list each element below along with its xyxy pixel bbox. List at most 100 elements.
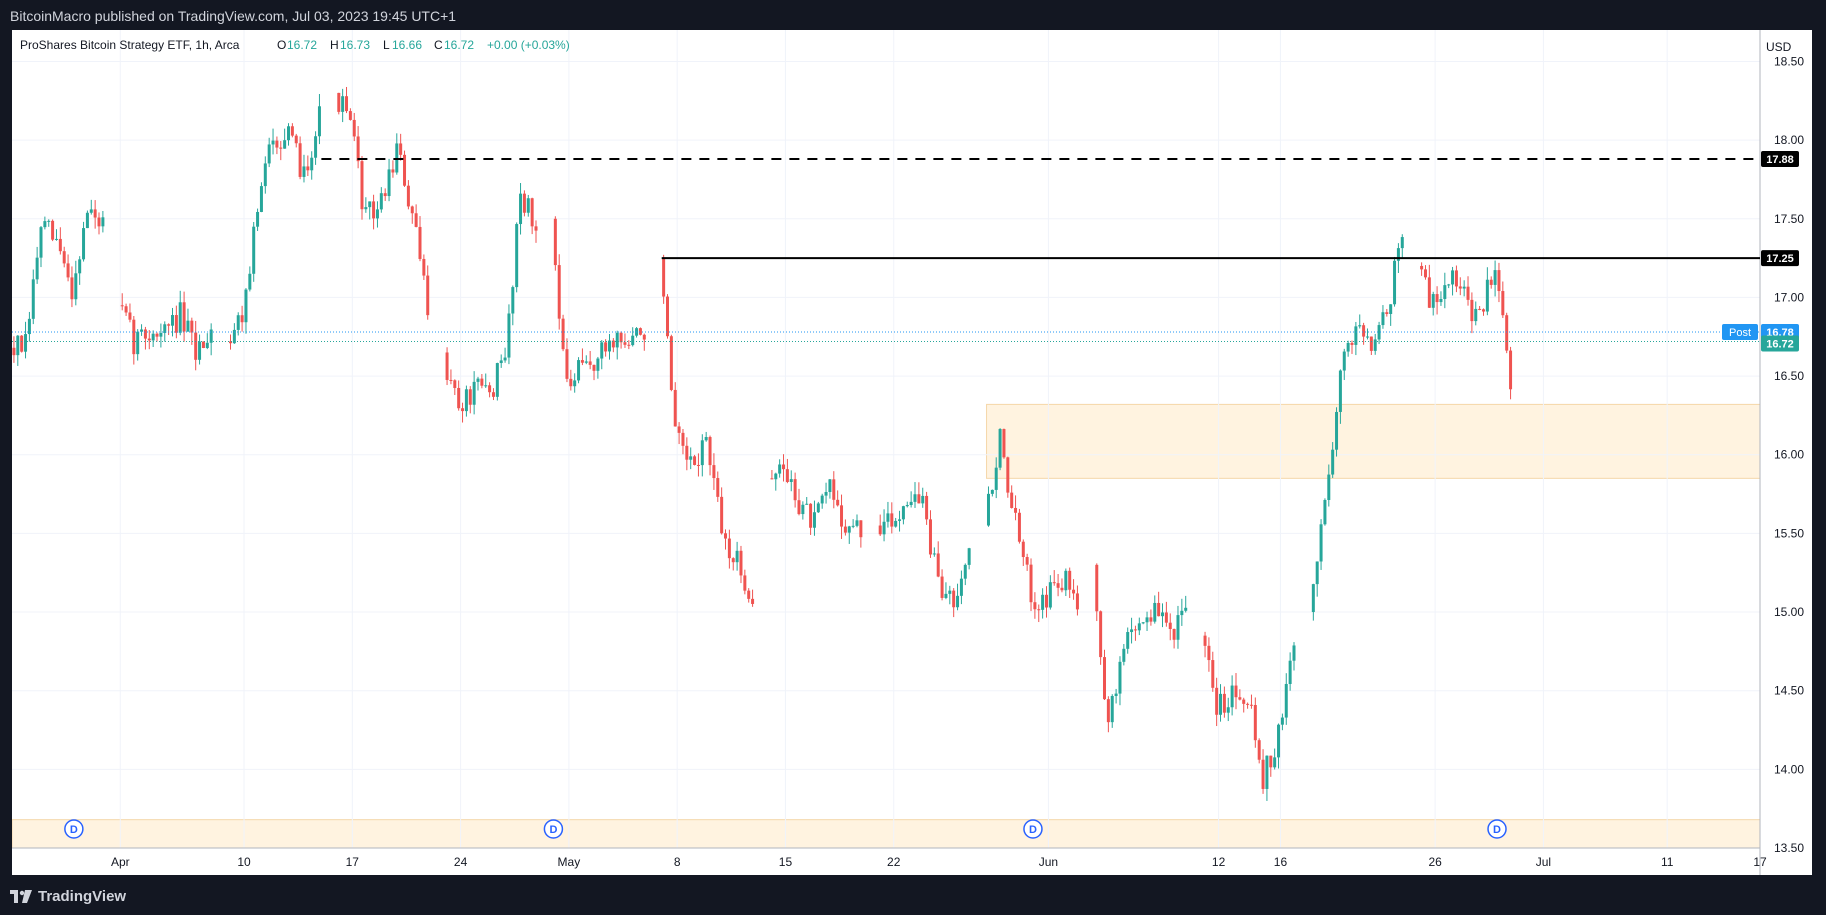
candle (271, 128, 275, 155)
candle (403, 150, 407, 187)
candle (785, 458, 789, 484)
candle (240, 305, 244, 332)
demand-zone-1[interactable] (11, 819, 1761, 849)
candle (1164, 601, 1168, 627)
candle (24, 321, 28, 359)
candle (917, 482, 921, 504)
candle (1265, 755, 1269, 801)
candle (1222, 686, 1226, 718)
legend: ProShares Bitcoin Strategy ETF, 1h, Arca… (20, 38, 570, 52)
candle (395, 133, 399, 175)
candle (1458, 277, 1462, 296)
candle (170, 307, 174, 337)
candle (1505, 312, 1509, 354)
candle (383, 188, 387, 201)
candle (1365, 328, 1369, 340)
candle (662, 254, 666, 304)
dividend-marker[interactable]: D (64, 819, 84, 839)
demand-zone-0[interactable] (986, 403, 1761, 479)
candle (909, 491, 913, 508)
candle (1381, 305, 1385, 329)
candle (143, 326, 147, 350)
time-tick-label: May (558, 855, 581, 869)
candle (1110, 694, 1114, 728)
candle (1172, 628, 1176, 649)
dividend-marker[interactable]: D (1487, 819, 1507, 839)
candle (677, 422, 681, 445)
candle (1269, 755, 1273, 777)
time-tick-label: Apr (111, 855, 130, 869)
candle (1470, 292, 1474, 334)
candle (1211, 651, 1215, 692)
candle (391, 160, 395, 178)
price-tick-label: 14.50 (1774, 684, 1804, 698)
post-badge-label: Post (1729, 327, 1751, 339)
candle (901, 505, 905, 525)
candle (360, 156, 364, 220)
candle (1215, 677, 1219, 727)
candle (797, 488, 801, 516)
candle (1238, 689, 1242, 701)
candle (1041, 588, 1045, 619)
candle (74, 260, 78, 306)
legend-symbol: ProShares Bitcoin Strategy ETF, 1h, Arca (20, 38, 240, 52)
candle (573, 373, 577, 393)
candle (27, 311, 31, 342)
candle (418, 216, 422, 262)
dividend-marker[interactable]: D (1023, 819, 1043, 839)
candle (1493, 260, 1497, 297)
candle (739, 545, 743, 584)
candle (368, 201, 372, 220)
candle (503, 347, 507, 363)
candle (317, 94, 321, 145)
candle (1466, 276, 1470, 306)
candle (310, 151, 314, 180)
candle (607, 333, 611, 360)
candle (584, 355, 588, 365)
candle (751, 589, 755, 607)
candle (600, 340, 604, 370)
candle (167, 323, 171, 336)
candle (1242, 697, 1246, 713)
candle (1099, 610, 1103, 665)
candle (190, 317, 194, 345)
candle (959, 570, 963, 605)
candle (159, 323, 163, 348)
candle (484, 373, 488, 388)
candle (283, 128, 287, 149)
candle (673, 382, 677, 427)
candle (31, 269, 35, 325)
candle (1277, 723, 1281, 769)
candle (1342, 348, 1346, 381)
candle (1485, 267, 1489, 316)
candle (1443, 272, 1447, 309)
candle (445, 347, 449, 386)
candle (1249, 694, 1253, 709)
candle (1362, 322, 1366, 345)
candle (495, 362, 499, 401)
candle (387, 158, 391, 202)
dividend-marker[interactable]: D (543, 819, 564, 839)
price-chart[interactable]: D D D D ProShares Bitcoin Strategy ETF, 1h,… (11, 30, 1812, 875)
candle (526, 194, 530, 217)
candle (530, 197, 534, 235)
time-tick-label: 15 (779, 855, 793, 869)
candle (631, 327, 635, 347)
candle (120, 293, 124, 311)
candle (994, 457, 998, 499)
chart-frame[interactable]: D D D D ProShares Bitcoin Strategy ETF, 1h,… (11, 30, 1812, 875)
candle (1373, 333, 1377, 355)
candle (1338, 369, 1342, 424)
candle (913, 482, 917, 508)
candle (809, 503, 813, 535)
candle (1219, 684, 1223, 722)
candle (855, 514, 859, 528)
candle (1311, 583, 1315, 621)
candle (464, 385, 468, 417)
candle (735, 541, 739, 571)
tradingview-logo[interactable]: TradingView (10, 888, 126, 905)
svg-text:17.88: 17.88 (1766, 154, 1794, 166)
candle (54, 229, 58, 241)
price-tag-17-25: 17.25 (1761, 250, 1799, 267)
candle (998, 428, 1002, 471)
